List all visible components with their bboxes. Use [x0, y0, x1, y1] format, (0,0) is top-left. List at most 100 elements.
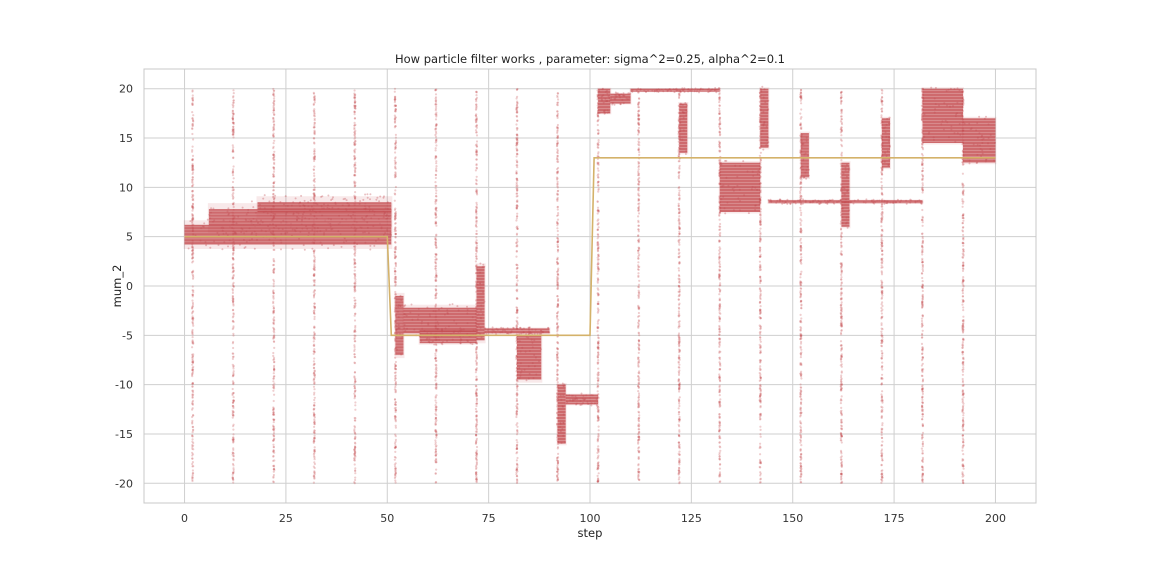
particle	[880, 327, 883, 330]
particle	[191, 389, 195, 392]
particle	[191, 202, 195, 205]
particle	[434, 89, 437, 92]
particle	[191, 214, 194, 217]
particle	[272, 296, 275, 299]
particle	[191, 447, 194, 450]
particle	[880, 225, 883, 228]
particle	[272, 93, 275, 96]
particle	[232, 326, 235, 329]
particle	[799, 329, 802, 332]
particle	[353, 110, 356, 113]
particle	[354, 174, 357, 177]
particle	[880, 322, 883, 325]
particle	[231, 103, 234, 106]
resample-column	[191, 89, 195, 483]
particle	[515, 152, 519, 155]
particle	[232, 284, 235, 287]
particle	[637, 339, 641, 342]
particle	[516, 212, 519, 215]
particle	[312, 192, 315, 195]
particle	[272, 411, 275, 415]
particle	[393, 105, 396, 108]
particle	[232, 285, 235, 288]
particle	[555, 145, 559, 148]
particle	[231, 380, 234, 383]
particle	[921, 187, 924, 190]
particle	[394, 222, 397, 225]
particle	[232, 275, 235, 278]
particle	[921, 324, 924, 327]
particle	[273, 103, 276, 106]
particle	[191, 271, 194, 274]
particle	[516, 389, 519, 392]
particle	[273, 368, 276, 371]
particle	[475, 250, 478, 253]
particle	[353, 334, 356, 337]
particle	[313, 374, 316, 377]
particle	[758, 301, 762, 304]
particle	[677, 252, 680, 255]
particle	[312, 412, 316, 416]
particle	[272, 107, 276, 110]
particle	[232, 467, 235, 470]
particle	[921, 329, 924, 332]
particle	[597, 465, 600, 468]
particle	[273, 334, 276, 337]
particle	[394, 368, 398, 371]
particle	[353, 314, 356, 317]
particle	[799, 293, 803, 296]
particle	[191, 205, 194, 209]
particle	[597, 340, 600, 343]
particle	[393, 118, 397, 121]
particle	[232, 346, 235, 350]
particle	[800, 231, 803, 234]
particle	[354, 265, 357, 269]
particle	[312, 294, 316, 297]
particle	[638, 279, 641, 282]
particle	[191, 295, 194, 298]
particle	[232, 274, 235, 277]
particle	[272, 439, 275, 442]
particle	[272, 327, 275, 330]
particle	[313, 108, 316, 111]
particle	[353, 128, 356, 131]
particle	[435, 192, 438, 195]
particle	[353, 182, 356, 185]
particle	[312, 192, 315, 195]
particle	[272, 192, 275, 196]
particle	[313, 326, 316, 329]
particle	[840, 267, 843, 270]
particle	[232, 168, 235, 171]
particle	[191, 396, 194, 399]
particle	[515, 276, 518, 279]
particle	[231, 133, 234, 136]
particle	[515, 383, 518, 386]
particle	[313, 370, 316, 373]
particle	[272, 408, 275, 411]
particle	[313, 448, 316, 451]
particle	[638, 394, 641, 397]
particle	[232, 125, 235, 128]
particle	[313, 333, 316, 336]
particle	[678, 94, 681, 97]
particle	[921, 253, 924, 256]
particle	[515, 104, 519, 107]
particle	[232, 257, 235, 260]
particle	[353, 336, 356, 339]
particle	[515, 249, 518, 253]
particle	[232, 247, 235, 250]
particle	[191, 360, 195, 364]
particle	[677, 202, 680, 205]
particle	[516, 402, 519, 406]
particle	[839, 427, 843, 430]
particle	[192, 183, 195, 186]
particle	[678, 418, 681, 421]
particle	[354, 278, 357, 281]
particle	[272, 166, 276, 169]
particle	[677, 207, 680, 210]
particle	[435, 165, 438, 168]
particle	[313, 477, 316, 480]
particle	[232, 472, 235, 475]
particle	[597, 253, 600, 256]
particle	[677, 387, 681, 391]
